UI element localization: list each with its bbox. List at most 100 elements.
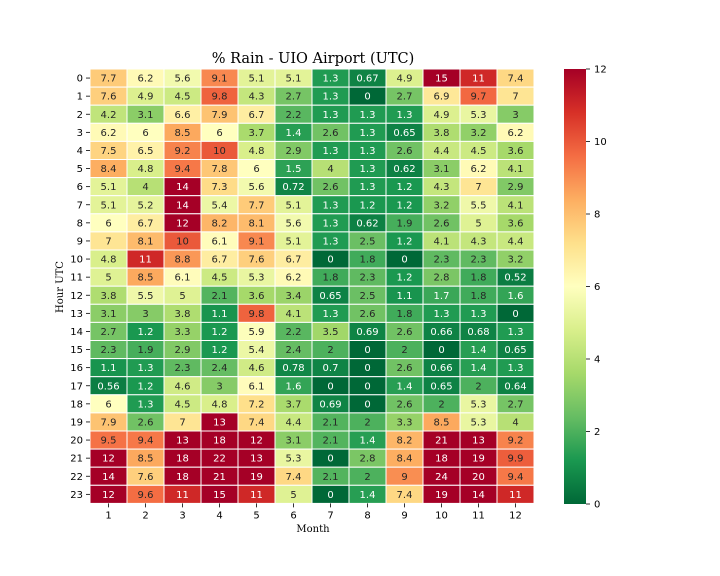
cell-value-label: 6.7 — [138, 218, 154, 229]
cell-value-label: 2.2 — [286, 327, 302, 338]
cell-value-label: 8.5 — [138, 454, 154, 465]
x-tick-label: 1 — [105, 510, 111, 521]
cell-value-label: 1.8 — [323, 273, 339, 284]
cell-value-label: 9.7 — [471, 92, 487, 103]
cell-value-label: 6 — [216, 128, 222, 139]
cell-value-label: 0 — [364, 381, 370, 392]
cell-value-label: 5.9 — [249, 327, 265, 338]
colorbar-tick-label: 6 — [594, 282, 600, 293]
cell-value-label: 0 — [364, 363, 370, 374]
cell-value-label: 2.1 — [323, 472, 339, 483]
cell-value-label: 4 — [327, 164, 333, 175]
y-tick-label: 12 — [70, 291, 83, 302]
cell-value-label: 2.9 — [286, 146, 302, 157]
y-tick-label: 8 — [77, 218, 83, 229]
cell-value-label: 4.3 — [471, 236, 487, 247]
cell-value-label: 7.4 — [286, 472, 302, 483]
cell-value-label: 0.65 — [504, 345, 526, 356]
cell-value-label: 0.78 — [282, 363, 304, 374]
cell-value-label: 4.8 — [249, 146, 265, 157]
cell-value-label: 15 — [435, 74, 448, 85]
y-tick-label: 14 — [70, 327, 83, 338]
y-tick-label: 2 — [77, 110, 83, 121]
cell-value-label: 5.2 — [138, 200, 154, 211]
colorbar-tick-label: 10 — [594, 137, 607, 148]
cell-value-label: 2.6 — [397, 327, 413, 338]
cell-value-label: 3.2 — [508, 255, 524, 266]
y-tick-label: 17 — [70, 381, 83, 392]
cell-value-label: 4.5 — [175, 92, 191, 103]
cell-value-label: 3.7 — [286, 399, 302, 410]
cell-value-label: 7.5 — [101, 146, 117, 157]
cell-value-label: 2.3 — [434, 255, 450, 266]
y-tick-label: 21 — [70, 454, 83, 465]
cell-value-label: 2.6 — [138, 417, 154, 428]
cell-value-label: 9.5 — [101, 436, 117, 447]
cell-value-label: 5.1 — [249, 74, 265, 85]
cell-value-label: 5.4 — [249, 345, 265, 356]
cell-value-label: 1.2 — [397, 273, 413, 284]
cell-value-label: 2.9 — [175, 345, 191, 356]
cell-value-label: 3.1 — [101, 309, 117, 320]
y-tick-label: 6 — [77, 182, 83, 193]
cell-value-label: 6.2 — [101, 128, 117, 139]
cell-value-label: 4.5 — [175, 399, 191, 410]
cell-value-label: 4.4 — [434, 146, 450, 157]
cell-value-label: 5.5 — [471, 200, 487, 211]
cell-value-label: 24 — [435, 472, 448, 483]
cell-value-label: 8.4 — [397, 454, 413, 465]
cell-value-label: 0.66 — [430, 327, 452, 338]
cell-value-label: 0.67 — [356, 74, 378, 85]
cell-value-label: 12 — [102, 490, 115, 501]
cell-value-label: 1.3 — [434, 309, 450, 320]
cell-value-label: 2.1 — [212, 291, 228, 302]
cell-value-label: 6.2 — [138, 74, 154, 85]
cell-value-label: 1.3 — [323, 309, 339, 320]
cell-value-label: 10 — [176, 236, 189, 247]
cell-value-label: 1.3 — [323, 200, 339, 211]
y-tick-label: 1 — [77, 92, 83, 103]
cell-value-label: 1.8 — [471, 273, 487, 284]
cell-value-label: 1.4 — [286, 128, 302, 139]
cell-value-label: 0 — [327, 381, 333, 392]
cell-value-label: 1.3 — [360, 182, 376, 193]
cell-value-label: 6 — [142, 128, 148, 139]
cell-value-label: 4.4 — [286, 417, 302, 428]
cell-value-label: 1.3 — [508, 327, 524, 338]
cell-value-label: 18 — [176, 472, 189, 483]
cell-value-label: 4.8 — [138, 164, 154, 175]
cell-value-label: 15 — [213, 490, 226, 501]
cell-value-label: 2.7 — [101, 327, 117, 338]
x-tick-label: 7 — [327, 510, 333, 521]
cell-value-label: 1.4 — [471, 363, 487, 374]
cell-value-label: 2.4 — [286, 345, 302, 356]
y-tick-label: 19 — [70, 417, 83, 428]
colorbar-tick-label: 12 — [594, 65, 607, 76]
y-tick-label: 16 — [70, 363, 83, 374]
cell-value-label: 0 — [364, 399, 370, 410]
cell-value-label: 5.1 — [101, 200, 117, 211]
cell-value-label: 14 — [472, 490, 485, 501]
cell-value-label: 1.2 — [397, 236, 413, 247]
cell-value-label: 11 — [139, 255, 152, 266]
cell-value-label: 4.6 — [175, 381, 191, 392]
cell-value-label: 0.56 — [97, 381, 119, 392]
cell-value-label: 7 — [475, 182, 481, 193]
colorbar-tick-label: 0 — [594, 500, 600, 511]
heatmap-cells: 7.7 6.2 5.6 9.1 5.1 5.1 1.3 0.67 4.9 15 11 7.4 7.6 4.… — [89, 68, 535, 504]
cell-value-label: 9.2 — [508, 436, 524, 447]
cell-value-label: 2.5 — [360, 236, 376, 247]
cell-value-label: 0.7 — [323, 363, 339, 374]
cell-value-label: 1.2 — [360, 200, 376, 211]
cell-value-label: 1.8 — [360, 255, 376, 266]
cell-value-label: 0.62 — [356, 218, 378, 229]
cell-value-label: 19 — [435, 490, 448, 501]
x-tick-label: 3 — [179, 510, 185, 521]
cell-value-label: 11 — [472, 74, 485, 85]
cell-value-label: 2.5 — [360, 291, 376, 302]
cell-value-label: 13 — [176, 436, 189, 447]
cell-value-label: 1.3 — [360, 164, 376, 175]
cell-value-label: 6.1 — [249, 381, 265, 392]
cell-value-label: 2.7 — [508, 399, 524, 410]
cell-value-label: 7.8 — [212, 164, 228, 175]
